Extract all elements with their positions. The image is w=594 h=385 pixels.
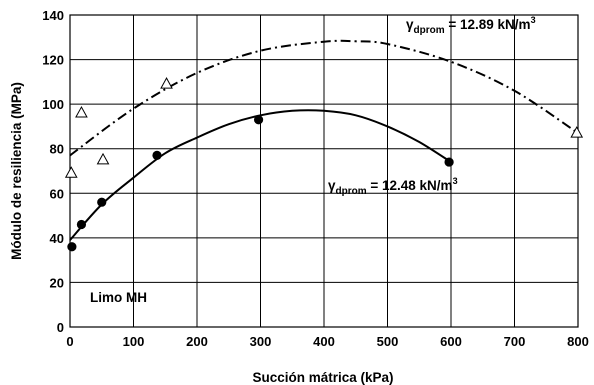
y-tick-label: 140 — [42, 8, 64, 23]
triangle-marker — [75, 106, 88, 118]
circle-marker — [253, 115, 264, 125]
circle-marker — [76, 219, 87, 230]
soil-label: Limo MH — [90, 290, 147, 305]
circle-marker — [444, 157, 454, 167]
grid — [69, 14, 579, 328]
lower-gamma-value: = 12.48 kN/m — [367, 178, 453, 193]
upper-gamma-symbol: γ — [406, 17, 414, 32]
x-tick-label: 700 — [504, 334, 526, 349]
upper-fit-curve — [69, 39, 579, 157]
x-tick-label: 500 — [377, 334, 399, 349]
x-tick-label: 400 — [313, 334, 335, 349]
data-markers — [64, 77, 584, 252]
y-tick-label: 60 — [50, 186, 64, 201]
x-tick-label: 600 — [440, 334, 462, 349]
x-tick-label: 800 — [567, 334, 589, 349]
triangle-marker — [570, 126, 584, 138]
x-tick-label: 200 — [186, 334, 208, 349]
tick-labels: 0 100 200 300 400 500 600 700 800 0 20 40 60 80 100 120… — [42, 8, 589, 349]
y-tick-label: 80 — [50, 142, 64, 157]
lower-gamma-subscript: dprom — [336, 186, 367, 197]
circle-marker — [97, 197, 107, 207]
y-tick-label: 40 — [50, 231, 64, 246]
x-axis-title: Succión mátrica (kPa) — [252, 370, 393, 385]
y-tick-label: 0 — [57, 320, 64, 335]
upper-gamma-subscript: dprom — [414, 25, 445, 36]
triangle-marker — [96, 152, 110, 165]
lower-fit-curve — [69, 109, 452, 241]
lower-gamma-symbol: γ — [328, 178, 336, 193]
y-tick-label: 120 — [42, 53, 64, 68]
upper-unit-superscript: 3 — [531, 15, 536, 25]
circle-marker — [67, 242, 77, 252]
upper-curve-annotation: γdprom = 12.89 kN/m3 — [406, 15, 536, 36]
y-axis-title: Módulo de resiliencia (MPa) — [9, 82, 24, 260]
y-tick-label: 20 — [50, 275, 64, 290]
lower-curve-annotation: γdprom = 12.48 kN/m3 — [328, 176, 458, 197]
upper-gamma-value: = 12.89 kN/m — [445, 17, 531, 32]
triangle-marker — [64, 166, 78, 178]
x-tick-label: 0 — [66, 334, 73, 349]
x-tick-label: 100 — [123, 334, 145, 349]
lower-unit-superscript: 3 — [453, 176, 458, 186]
fit-curves — [69, 39, 579, 241]
y-tick-label: 100 — [42, 97, 64, 112]
x-tick-label: 300 — [250, 334, 272, 349]
triangle-marker — [160, 77, 173, 89]
circle-marker — [152, 150, 162, 160]
